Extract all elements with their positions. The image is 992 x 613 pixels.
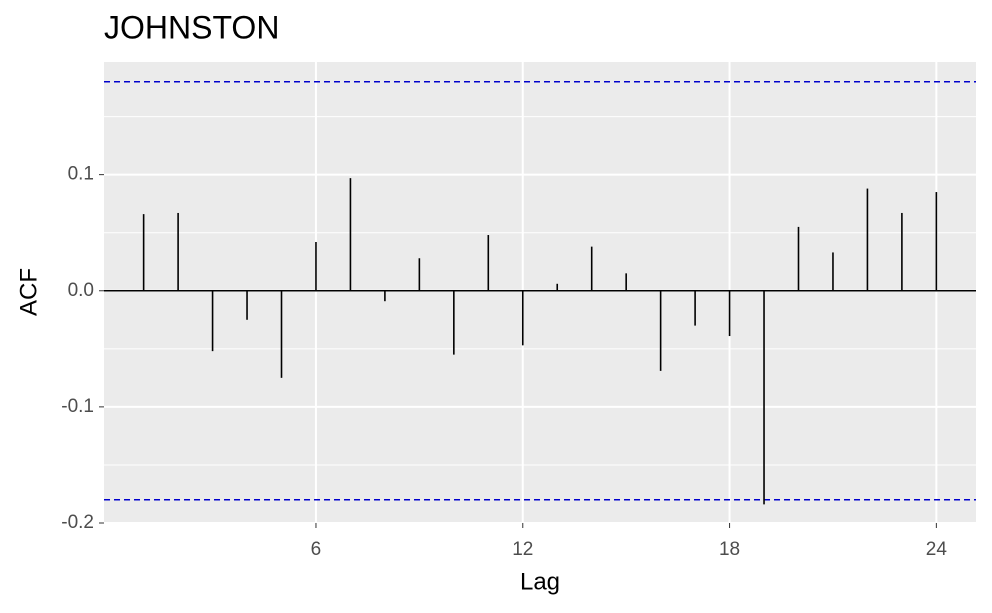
y-tick-label: 0.1	[68, 164, 94, 185]
y-axis-title: ACF	[15, 268, 42, 316]
x-axis-title: Lag	[520, 568, 560, 595]
x-tick-label: 24	[926, 539, 948, 560]
x-tick-label: 18	[719, 539, 740, 560]
x-tick-label: 12	[512, 539, 533, 560]
y-tick-label: 0.0	[68, 280, 94, 301]
y-tick-label: -0.2	[61, 512, 94, 533]
x-tick-label: 6	[311, 539, 322, 560]
chart-title: JOHNSTON	[104, 9, 279, 45]
y-tick-label: -0.1	[61, 396, 94, 417]
panel	[104, 62, 976, 523]
